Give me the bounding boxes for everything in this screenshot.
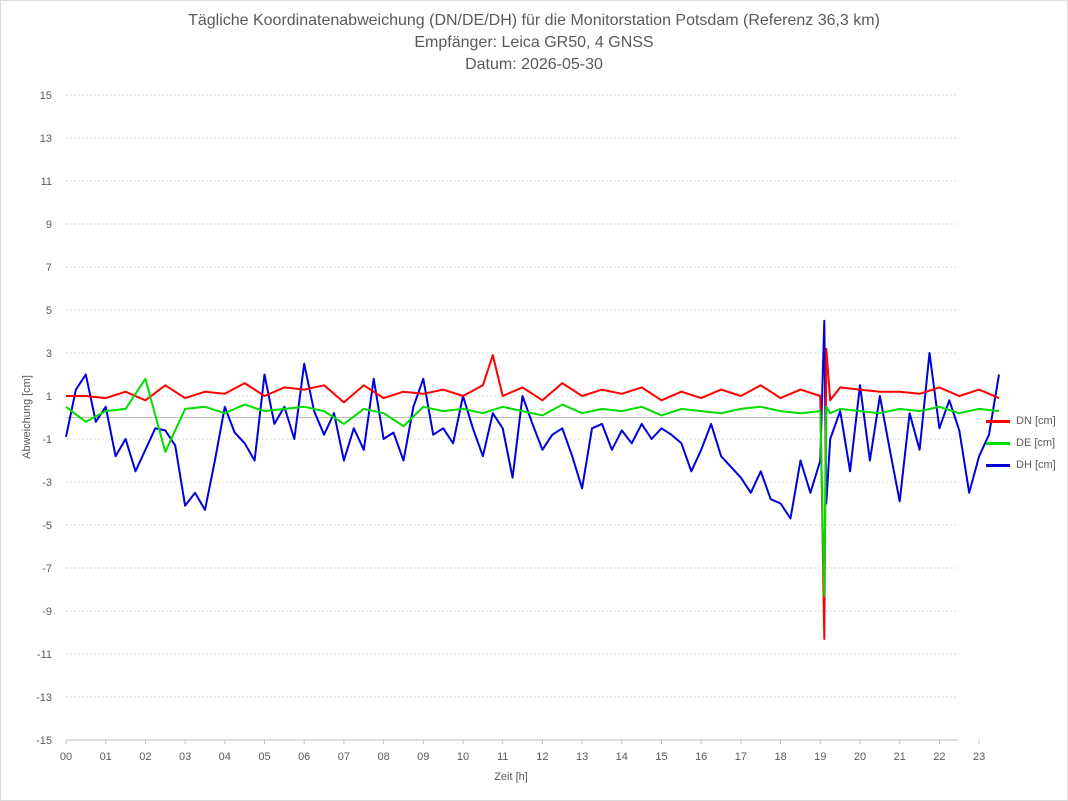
x-tick-labels: 00 01 02 03 04 05 06 07 08 09 10 11 12 13 14 15 16 17 18 19… [60, 751, 985, 763]
x-tick-label: 11 [497, 751, 508, 763]
x-tick-label: 03 [179, 751, 191, 763]
legend-item-de: DE [cm] [986, 432, 1056, 454]
legend-item-dh: DH [cm] [986, 454, 1056, 476]
legend-item-dn: DN [cm] [986, 410, 1056, 432]
x-tick-label: 23 [973, 751, 985, 763]
y-tick-label: -9 [42, 606, 52, 618]
legend-label-dh: DH [cm] [1016, 459, 1056, 471]
x-tick-label: 00 [60, 751, 72, 763]
x-tick-label: 15 [655, 751, 667, 763]
legend-label-dn: DN [cm] [1016, 415, 1056, 427]
chart-title: Tägliche Koordinatenabweichung (DN/DE/DH… [188, 12, 880, 29]
series-line-dh [65, 319, 1000, 520]
x-tick-label: 05 [258, 751, 270, 763]
y-tick-label: -13 [36, 692, 52, 704]
x-tick-label: 20 [854, 751, 866, 763]
x-tick-label: 19 [814, 751, 826, 763]
series-lines [65, 319, 1000, 640]
grid-lines [65, 94, 980, 744]
chart-date: Datum: 2026-05-30 [465, 56, 603, 73]
legend-swatch-de [986, 441, 1010, 445]
y-tick-label: 15 [40, 90, 52, 102]
x-tick-label: 08 [377, 751, 389, 763]
y-tick-label: -1 [42, 434, 52, 446]
chart-title-block: Tägliche Koordinatenabweichung (DN/DE/DH… [0, 10, 1068, 76]
y-tick-label: -5 [42, 520, 52, 532]
x-tick-label: 22 [933, 751, 945, 763]
series-line-dn [66, 347, 1000, 640]
x-tick-label: 06 [298, 751, 310, 763]
x-tick-label: 14 [616, 751, 628, 763]
x-tick-label: 17 [735, 751, 747, 763]
y-tick-label: 5 [46, 305, 52, 317]
x-tick-label: 10 [457, 751, 469, 763]
y-tick-label: 13 [40, 133, 52, 145]
x-tick-label: 04 [219, 751, 231, 763]
y-tick-labels: 15 13 11 9 7 5 3 1 -1 -3 -5 -7 -9 -11 -13 -15 [36, 90, 52, 747]
x-tick-label: 13 [576, 751, 588, 763]
y-tick-label: -7 [42, 563, 52, 575]
x-tick-label: 18 [774, 751, 786, 763]
y-tick-label: -15 [36, 735, 52, 747]
y-tick-label: 9 [46, 219, 52, 231]
chart-subtitle: Empfänger: Leica GR50, 4 GNSS [414, 34, 654, 51]
y-tick-label: 7 [46, 262, 52, 274]
y-tick-label: 1 [46, 391, 52, 403]
y-tick-label: -3 [42, 477, 52, 489]
x-tick-label: 01 [100, 751, 112, 763]
chart-legend: DN [cm] DE [cm] DH [cm] [986, 410, 1056, 476]
legend-swatch-dh [986, 463, 1010, 467]
series-line-de [65, 377, 1000, 597]
legend-swatch-dn [986, 419, 1010, 423]
x-axis-title: Zeit [h] [494, 771, 528, 783]
x-tick-label: 16 [695, 751, 707, 763]
y-tick-label: -11 [37, 649, 52, 661]
x-tick-label: 09 [417, 751, 429, 763]
x-tick-label: 07 [338, 751, 350, 763]
y-axis-title: Abweichung [cm] [21, 375, 33, 459]
x-tick-label: 12 [536, 751, 548, 763]
x-tick-label: 02 [139, 751, 151, 763]
x-tick-label: 21 [894, 751, 906, 763]
y-tick-label: 11 [41, 176, 52, 188]
y-tick-label: 3 [46, 348, 52, 360]
legend-label-de: DE [cm] [1016, 437, 1056, 449]
